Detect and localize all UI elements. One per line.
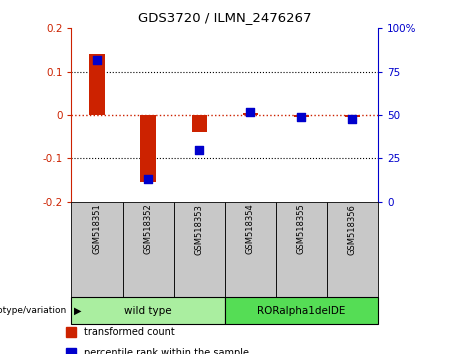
Bar bbox=[276, 202, 327, 297]
Bar bbox=[191, 115, 207, 132]
Text: transformed count: transformed count bbox=[84, 327, 175, 337]
Bar bbox=[141, 115, 156, 182]
Text: genotype/variation: genotype/variation bbox=[0, 306, 67, 315]
Text: GSM518353: GSM518353 bbox=[195, 204, 204, 255]
Title: GDS3720 / ILMN_2476267: GDS3720 / ILMN_2476267 bbox=[138, 11, 312, 24]
Bar bbox=[225, 202, 276, 297]
Text: GSM518352: GSM518352 bbox=[143, 204, 153, 255]
Point bbox=[93, 57, 100, 62]
Text: GSM518355: GSM518355 bbox=[297, 204, 306, 255]
Text: GSM518351: GSM518351 bbox=[93, 204, 101, 255]
Bar bbox=[71, 297, 225, 324]
Point bbox=[144, 176, 152, 182]
Bar bbox=[294, 115, 309, 117]
Bar bbox=[66, 348, 76, 354]
Point bbox=[195, 147, 203, 153]
Text: GSM518354: GSM518354 bbox=[246, 204, 255, 255]
Point bbox=[349, 116, 356, 121]
Point bbox=[298, 114, 305, 120]
Bar bbox=[242, 113, 258, 115]
Point bbox=[247, 109, 254, 114]
Text: RORalpha1delDE: RORalpha1delDE bbox=[257, 306, 346, 316]
Bar bbox=[71, 202, 123, 297]
Text: GSM518356: GSM518356 bbox=[348, 204, 357, 255]
Bar bbox=[345, 115, 360, 117]
Bar bbox=[225, 297, 378, 324]
Bar bbox=[327, 202, 378, 297]
Text: ▶: ▶ bbox=[74, 306, 81, 316]
Bar bbox=[123, 202, 174, 297]
Bar bbox=[174, 202, 225, 297]
Bar bbox=[89, 54, 105, 115]
Text: percentile rank within the sample: percentile rank within the sample bbox=[84, 348, 249, 354]
Bar bbox=[66, 327, 76, 337]
Text: wild type: wild type bbox=[124, 306, 172, 316]
